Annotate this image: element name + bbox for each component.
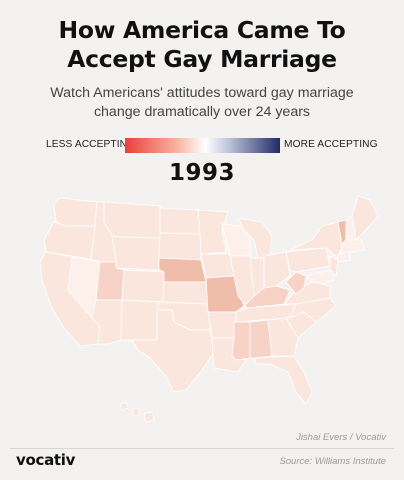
state-maryland — [305, 269, 335, 285]
state-texas — [131, 309, 215, 393]
subtitle-line-2: change dramatically over 24 years — [93, 104, 311, 120]
state-connecticut — [337, 251, 351, 263]
state-georgia — [267, 317, 299, 357]
legend-more-label: MORE ACCEPTING — [284, 139, 378, 150]
state-nebraska — [158, 257, 207, 283]
legend-gradient-bar — [125, 138, 280, 153]
state-florida — [253, 355, 313, 405]
color-legend: LESS ACCEPTING MORE ACCEPTING — [0, 138, 404, 154]
state-minnesota — [197, 209, 229, 255]
subtitle-line-1: Watch Americans' attitudes toward gay ma… — [50, 85, 354, 101]
state-maine — [351, 195, 379, 241]
state-hawaii — [119, 401, 155, 423]
state-ohio — [263, 251, 291, 289]
footer-divider — [10, 448, 394, 449]
state-mississippi — [231, 321, 251, 361]
state-wyoming — [111, 235, 161, 271]
us-choropleth-map — [39, 195, 379, 423]
state-montana — [103, 201, 161, 239]
state-north-dakota — [159, 207, 201, 235]
state-pennsylvania — [285, 247, 331, 273]
page-title: How America Came To Accept Gay Marriage — [0, 16, 404, 74]
state-kansas — [162, 281, 209, 305]
credit-text: Jishai Evers / Vocativ — [296, 432, 386, 443]
state-new-jersey — [329, 255, 339, 277]
state-arkansas — [207, 311, 237, 339]
state-missouri — [205, 275, 245, 313]
state-alabama — [249, 319, 273, 359]
subtitle: Watch Americans' attitudes toward gay ma… — [0, 84, 404, 122]
state-massachusetts — [339, 239, 365, 255]
state-washington — [53, 197, 98, 227]
title-line-1: How America Came To — [58, 16, 346, 44]
source-text: Source: Williams Institute — [279, 456, 386, 467]
legend-less-label: LESS ACCEPTING — [46, 139, 136, 150]
state-iowa — [200, 253, 235, 279]
year-label: 1993 — [168, 160, 235, 186]
vocativ-logo: vocativ — [16, 451, 76, 469]
title-line-2: Accept Gay Marriage — [67, 45, 337, 73]
state-new-mexico — [120, 299, 159, 341]
state-colorado — [121, 269, 165, 303]
state-south-dakota — [158, 232, 202, 261]
state-west-virginia — [285, 271, 307, 295]
